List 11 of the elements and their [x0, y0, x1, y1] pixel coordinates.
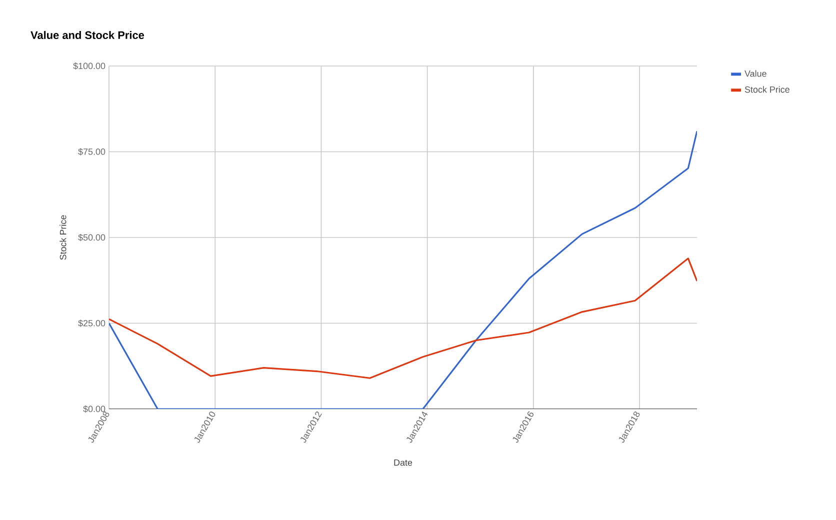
- x-axis-title: Date: [394, 459, 412, 466]
- legend-label: Value: [744, 70, 766, 77]
- y-axis-title: Stock Price: [60, 215, 66, 260]
- y-tick-label: $100.00: [73, 62, 106, 70]
- y-tick-label: $50.00: [78, 234, 106, 242]
- y-tick-label: $0.00: [83, 405, 106, 413]
- chart-title: Value and Stock Price: [30, 30, 144, 40]
- y-tick-label: $75.00: [78, 148, 106, 156]
- legend-label: Stock Price: [744, 86, 790, 93]
- y-tick-label: $25.00: [78, 320, 106, 327]
- line-series: [109, 258, 698, 379]
